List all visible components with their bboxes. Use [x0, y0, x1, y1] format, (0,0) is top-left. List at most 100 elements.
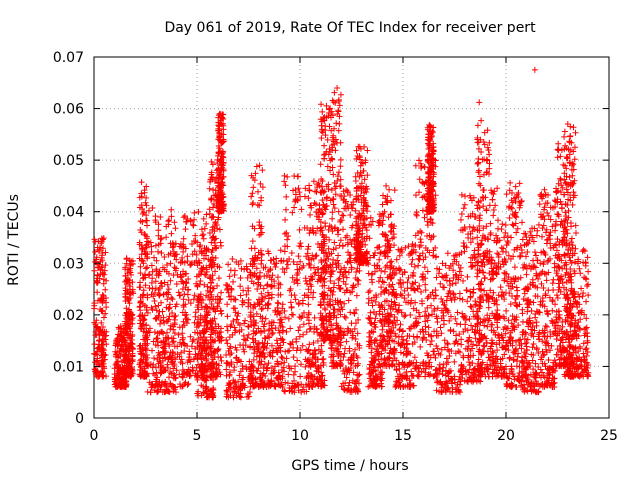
data-point: [297, 227, 303, 233]
data-point: [412, 354, 418, 360]
data-point: [335, 231, 341, 237]
data-point: [254, 163, 260, 169]
data-point: [461, 240, 467, 246]
data-point: [364, 172, 370, 178]
data-point: [476, 168, 482, 174]
data-point: [246, 332, 252, 338]
data-point: [404, 279, 410, 285]
data-point: [364, 148, 370, 154]
data-point: [460, 297, 466, 303]
data-point: [181, 236, 187, 242]
data-point: [355, 373, 361, 379]
data-point: [217, 227, 223, 233]
data-point: [258, 251, 264, 257]
data-point: [202, 226, 208, 232]
data-point: [217, 296, 223, 302]
data-point: [197, 242, 203, 248]
data-point: [172, 264, 178, 270]
data-point: [469, 263, 475, 269]
data-point: [199, 233, 205, 239]
data-point: [177, 293, 183, 299]
data-point: [157, 214, 163, 220]
data-point: [273, 264, 279, 270]
data-point: [345, 249, 351, 255]
data-point: [289, 210, 295, 216]
data-point: [193, 309, 199, 315]
data-point: [481, 322, 487, 328]
data-point: [409, 281, 415, 287]
data-point: [291, 259, 297, 265]
data-point: [200, 266, 206, 272]
data-point: [478, 241, 484, 247]
data-point: [480, 203, 486, 209]
data-point: [435, 346, 441, 352]
data-point: [331, 90, 337, 96]
data-point: [292, 369, 298, 375]
data-point: [229, 256, 235, 262]
data-point: [457, 295, 463, 301]
data-point: [143, 202, 149, 208]
data-point: [320, 356, 326, 362]
data-point: [409, 257, 415, 263]
data-point: [281, 173, 287, 179]
data-point: [136, 343, 142, 349]
data-point: [326, 246, 332, 252]
data-point: [500, 246, 506, 252]
data-point: [158, 250, 164, 256]
data-point: [184, 253, 190, 259]
data-point: [306, 341, 312, 347]
data-point: [252, 323, 258, 329]
data-point: [322, 123, 328, 129]
data-point: [172, 225, 178, 231]
data-point: [414, 213, 420, 219]
data-point: [298, 206, 304, 212]
data-point: [278, 247, 284, 253]
data-point: [294, 276, 300, 282]
data-point: [335, 277, 341, 283]
data-point: [458, 336, 464, 342]
data-point: [297, 373, 303, 379]
data-point: [318, 225, 324, 231]
data-point: [168, 295, 174, 301]
data-point: [172, 317, 178, 323]
data-point: [388, 258, 394, 264]
data-point: [234, 317, 240, 323]
data-point: [157, 321, 163, 327]
data-point: [382, 269, 388, 275]
data-point: [415, 286, 421, 292]
data-point: [477, 280, 483, 286]
data-point: [419, 274, 425, 280]
data-point: [433, 343, 439, 349]
data-point: [484, 157, 490, 163]
data-point: [464, 298, 470, 304]
data-point: [366, 271, 372, 277]
data-point: [152, 329, 158, 335]
data-point: [284, 237, 290, 243]
data-point: [155, 249, 161, 255]
data-point: [459, 211, 465, 217]
data-point: [318, 135, 324, 141]
data-point: [486, 305, 492, 311]
data-point: [333, 120, 339, 126]
data-point: [266, 334, 272, 340]
data-point: [484, 207, 490, 213]
data-point: [149, 205, 155, 211]
data-point: [275, 274, 281, 280]
data-point: [349, 241, 355, 247]
data-point: [336, 121, 342, 127]
data-point: [255, 189, 261, 195]
data-point: [295, 253, 301, 259]
data-point: [465, 327, 471, 333]
data-point: [331, 202, 337, 208]
data-point: [254, 286, 260, 292]
data-point: [413, 192, 419, 198]
data-point: [474, 274, 480, 280]
data-point: [237, 283, 243, 289]
data-point: [486, 151, 492, 157]
data-point: [487, 277, 493, 283]
data-point: [459, 192, 465, 198]
data-point: [398, 291, 404, 297]
data-point: [435, 319, 441, 325]
data-point: [445, 341, 451, 347]
data-point: [338, 157, 344, 163]
